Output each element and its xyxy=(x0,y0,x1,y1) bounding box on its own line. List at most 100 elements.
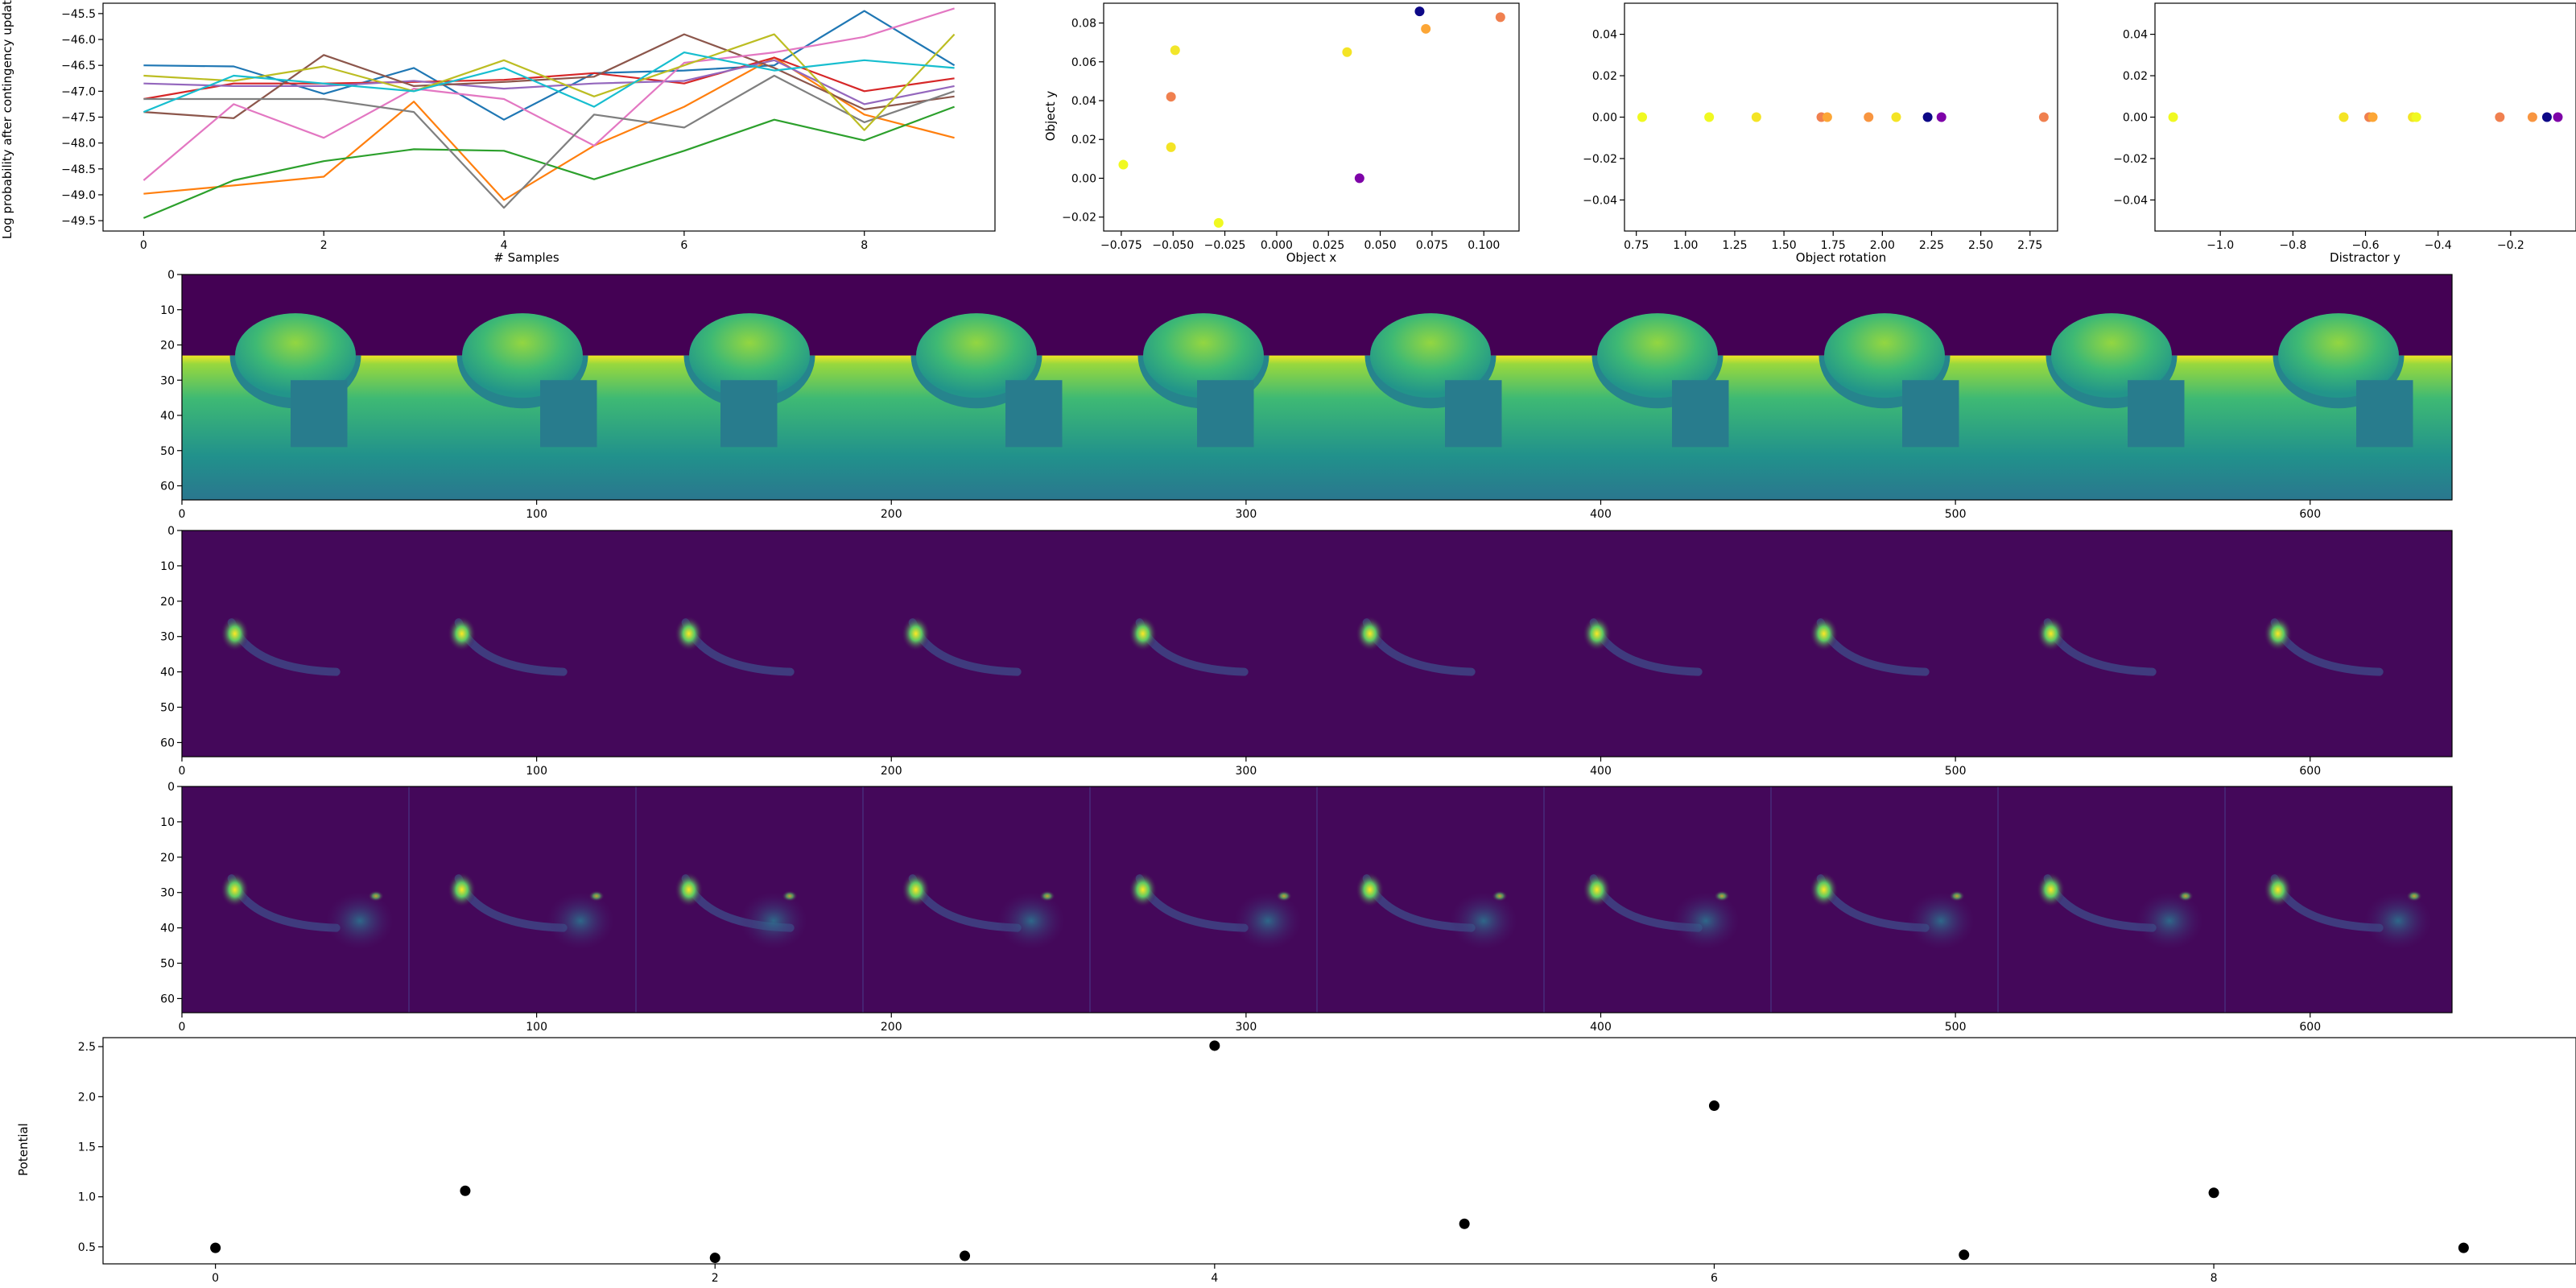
y-tick-label: −47.5 xyxy=(61,112,96,125)
x-tick-label: 2 xyxy=(712,1272,719,1285)
y-tick-label: 50 xyxy=(160,702,175,715)
scatter-point-6 xyxy=(1891,112,1901,122)
distractor-box xyxy=(540,380,597,448)
scatter-point-5 xyxy=(1459,1218,1470,1229)
rim-hotspot xyxy=(1582,616,1612,652)
y-tick-label: 40 xyxy=(160,667,175,679)
y-tick-label: 20 xyxy=(160,596,175,609)
distractor-response xyxy=(740,891,807,950)
y-tick-label: 0.02 xyxy=(1071,134,1096,147)
y-tick-label: −46.5 xyxy=(61,60,96,72)
x-tick-label: −0.4 xyxy=(2425,239,2452,252)
scatter-point-0 xyxy=(210,1242,221,1253)
distractor-response xyxy=(326,891,394,950)
y-tick-label: 10 xyxy=(160,816,175,829)
rim-hotspot xyxy=(220,872,250,908)
y-tick-label: 50 xyxy=(160,445,175,458)
scatter-point-8 xyxy=(2541,112,2552,122)
x-tick-label: 500 xyxy=(1945,508,1967,521)
y-tick-label: −0.02 xyxy=(2113,153,2148,166)
x-tick-label: 500 xyxy=(1945,1021,1967,1034)
distractor-response xyxy=(1450,891,1517,950)
rim-hotspot xyxy=(901,616,931,652)
distractor-box xyxy=(2356,380,2413,448)
x-tick-label: −0.6 xyxy=(2352,239,2380,252)
bowl-inner xyxy=(1143,313,1264,398)
panel-2-xlabel: Object rotation xyxy=(1796,250,1886,265)
x-tick-label: 2.75 xyxy=(2017,239,2042,252)
scatter-point-3 xyxy=(2368,112,2378,122)
distractor-hotspot xyxy=(782,890,798,902)
scatter-point-0 xyxy=(2168,112,2178,122)
axes-frame xyxy=(181,530,2453,758)
bowl-inner xyxy=(235,313,356,398)
response-background xyxy=(182,530,2452,757)
rim-hotspot xyxy=(1128,616,1158,652)
x-tick-label: 2 xyxy=(320,239,328,252)
y-tick-label: 60 xyxy=(160,737,175,749)
rim-hotspot xyxy=(674,872,704,908)
x-tick-label: −0.8 xyxy=(2279,239,2306,252)
distractor-hotspot xyxy=(1276,890,1292,902)
x-tick-label: 0.75 xyxy=(1624,239,1649,252)
y-tick-label: 40 xyxy=(160,410,175,423)
x-tick-label: 6 xyxy=(680,239,687,252)
scatter-point-6 xyxy=(2495,112,2505,122)
rim-hotspot xyxy=(447,616,477,652)
axes-frame xyxy=(102,1037,2576,1265)
distractor-response xyxy=(2364,891,2432,950)
scatter-point-1 xyxy=(1166,92,1176,102)
x-tick-label: 400 xyxy=(1590,508,1612,521)
series-line-8 xyxy=(143,33,956,131)
x-tick-label: 100 xyxy=(526,765,547,778)
y-tick-label: 0.06 xyxy=(1071,56,1096,69)
bowl-inner xyxy=(916,313,1037,398)
y-tick-label: −0.02 xyxy=(1583,153,1617,166)
scatter-point-0 xyxy=(1118,159,1129,170)
axes-frame xyxy=(181,274,2453,501)
distractor-box xyxy=(1445,380,1502,448)
bowl-inner xyxy=(462,313,583,398)
y-tick-label: 0 xyxy=(167,781,175,794)
series-line-5 xyxy=(143,33,955,119)
rim-hotspot xyxy=(1809,616,1839,652)
scatter-point-7 xyxy=(1414,6,1425,17)
series-line-2 xyxy=(142,105,955,219)
y-tick-label: 30 xyxy=(160,887,175,900)
scatter-point-9 xyxy=(2553,112,2563,122)
scatter-point-5 xyxy=(2411,112,2421,122)
scatter-point-2 xyxy=(709,1253,720,1264)
scatter-point-4 xyxy=(1213,217,1224,228)
series-line-7 xyxy=(143,74,955,209)
axes-frame xyxy=(1103,2,1520,232)
distractor-y-scatter: Distractor y −1.0 −0.8 −0.6 −0.4 −0.2 −0.04 −0… xyxy=(2113,2,2576,265)
rim-hotspot xyxy=(447,872,477,908)
distractor-hotspot xyxy=(1714,890,1730,902)
x-tick-label: 100 xyxy=(526,508,547,521)
rim-hotspot xyxy=(1809,872,1839,908)
x-tick-label: 500 xyxy=(1945,765,1967,778)
distractor-box xyxy=(720,380,778,448)
y-tick-label: 0.08 xyxy=(1071,18,1096,31)
scatter-point-3 xyxy=(1170,45,1180,56)
y-tick-label: 0.00 xyxy=(1592,112,1617,125)
distractor-hotspot xyxy=(2178,890,2194,902)
distractor-hotspot xyxy=(588,890,605,902)
bowl-inner xyxy=(2278,313,2399,398)
y-tick-label: −49.0 xyxy=(61,189,96,202)
distractor-box xyxy=(1902,380,1959,448)
scatter-point-6 xyxy=(1354,173,1364,184)
y-tick-label: 0.02 xyxy=(1592,70,1617,83)
x-tick-label: −0.050 xyxy=(1152,239,1194,252)
x-tick-label: 300 xyxy=(1236,1021,1257,1034)
rim-hotspot xyxy=(901,872,931,908)
x-tick-label: 0.025 xyxy=(1312,239,1344,252)
distractor-box xyxy=(1672,380,1729,448)
y-tick-label: −0.02 xyxy=(1062,212,1096,225)
y-tick-label: 2.0 xyxy=(78,1091,96,1104)
y-tick-label: 50 xyxy=(160,958,175,971)
y-tick-label: 30 xyxy=(160,374,175,387)
rim-and-distractor-response-strip: 0 100 200 300 400 500 600 0 10 20 30 40 50 60 xyxy=(160,781,2453,1034)
x-tick-label: 8 xyxy=(2211,1272,2218,1285)
rim-hotspot xyxy=(1128,872,1158,908)
